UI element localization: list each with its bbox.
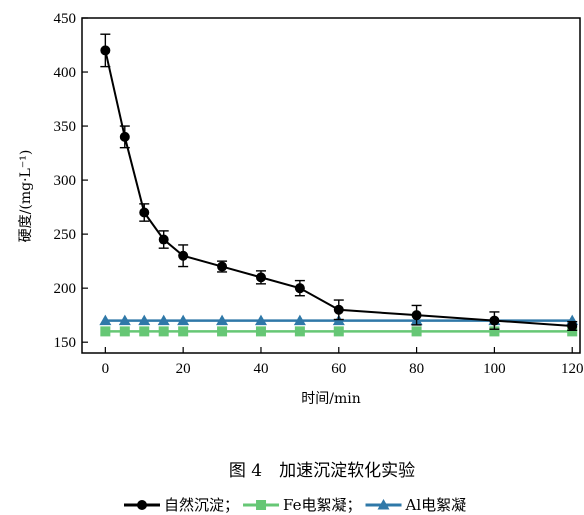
data-point [567,320,578,331]
data-point [254,314,267,326]
data-point [216,314,229,326]
y-tick-label: 350 [54,119,77,135]
legend-label: 自然沉淀 [164,496,224,514]
series-triangle [99,314,579,326]
x-tick-label: 100 [483,361,506,377]
series-line [104,50,573,327]
legend-item: Fe电絮凝； [243,496,362,514]
y-axis: 150 200 250 300 350 400 450 [54,11,88,351]
data-point [99,314,112,326]
legend-label: Fe电絮凝 [283,496,346,514]
y-tick-label: 200 [54,281,77,297]
data-point [333,304,344,315]
x-tick-label: 60 [331,361,346,377]
data-point [178,326,189,337]
data-point [294,326,305,337]
data-point [255,272,266,283]
data-point [158,326,169,337]
y-tick-label: 400 [54,65,77,81]
y-tick-label: 150 [54,335,77,351]
plot-frame [81,17,581,354]
x-axis-label: 时间/min [301,391,361,407]
y-tick-label: 300 [54,173,77,189]
legend-marker [377,499,390,510]
y-tick-label: 450 [54,11,77,27]
series-circle [100,33,578,332]
data-point [118,314,131,326]
x-tick-label: 40 [253,361,268,377]
data-point [138,314,151,326]
data-point [157,314,170,326]
x-axis: 0 20 40 60 80 100 120 [102,347,584,377]
data-point [333,326,344,337]
data-point [567,326,578,337]
data-point [139,326,150,337]
legend: 自然沉淀； Fe电絮凝； Al电絮凝 [124,496,466,514]
data-point [411,310,422,321]
legend-separator: ； [224,496,239,514]
legend-label: Al电絮凝 [405,496,467,514]
series-layer [99,33,579,337]
legend-item: Al电絮凝 [365,496,467,514]
data-point [100,326,111,337]
data-point [177,314,190,326]
legend-item: 自然沉淀； [124,496,239,514]
data-point [411,326,422,337]
data-point [158,234,169,245]
series-square [100,326,578,337]
data-point [217,261,228,272]
data-point [100,45,111,56]
data-point [139,207,150,218]
data-point [293,314,306,326]
y-axis-label: 硬度/(mg·L⁻¹) [18,150,34,243]
legend-marker [137,500,147,510]
data-point [489,326,500,337]
data-point [178,250,189,261]
x-tick-label: 20 [176,361,191,377]
x-tick-label: 0 [102,361,110,377]
x-tick-label: 80 [409,361,424,377]
data-point [217,326,228,337]
data-point [119,326,130,337]
legend-marker [256,500,267,510]
data-point [489,315,500,326]
data-point [255,326,266,337]
x-tick-label: 120 [561,361,584,377]
data-point [119,131,130,142]
figure-caption: 图 4 加速沉淀软化实验 [229,461,415,481]
legend-separator: ； [347,496,362,514]
y-tick-label: 250 [54,227,77,243]
data-point [294,283,305,294]
